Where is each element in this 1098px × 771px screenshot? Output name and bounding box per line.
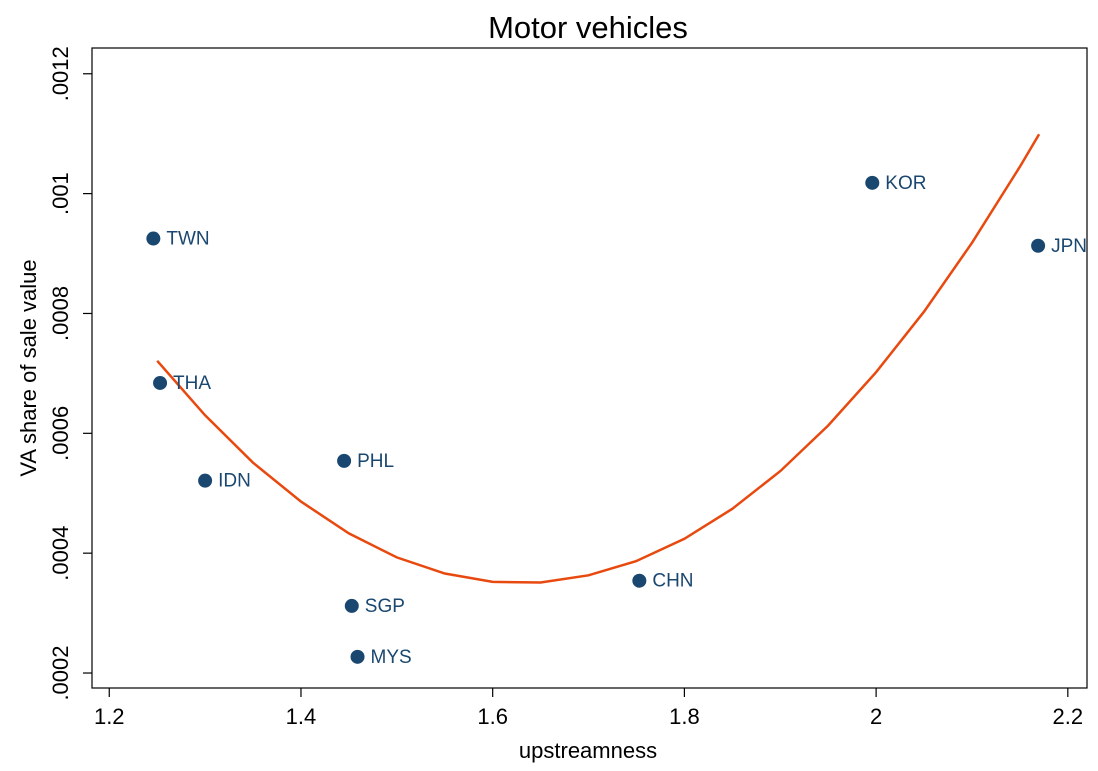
y-axis-label: VA share of sale value [16,259,41,476]
x-axis-label: upstreamness [519,738,657,763]
scatter-point [337,453,352,468]
point-label: JPN [1051,236,1087,257]
scatter-point [146,231,161,246]
scatter-point [153,375,168,390]
point-label: PHL [357,451,394,472]
y-tick-label: .0012 [48,46,73,101]
point-label: TWN [166,229,209,250]
plot-frame [91,47,1088,689]
scatter-point [865,175,880,190]
point-label: KOR [885,173,926,194]
scatter-point [344,598,359,613]
x-tick-label: 2.2 [1053,704,1084,729]
chart-title: Motor vehicles [488,10,688,45]
scatter-point [350,649,365,664]
point-label: SGP [365,596,405,617]
y-tick-label: .0002 [48,645,73,700]
scatter-point [632,573,647,588]
point-label: CHN [652,571,693,592]
x-tick-label: 1.2 [94,704,125,729]
point-label: MYS [371,647,412,668]
scatter-point [1031,238,1046,253]
fit-line [156,133,1041,584]
scatter-point [198,473,213,488]
x-tick-label: 1.6 [477,704,508,729]
y-tick-label: .0006 [48,406,73,461]
x-tick-label: 1.4 [286,704,317,729]
point-label: THA [173,373,211,394]
point-label: IDN [218,471,251,492]
x-tick-label: 2 [870,704,882,729]
y-tick-label: .0008 [48,286,73,341]
y-tick-label: .0004 [48,526,73,581]
x-tick-label: 1.8 [669,704,700,729]
y-tick-label: .001 [48,172,73,215]
